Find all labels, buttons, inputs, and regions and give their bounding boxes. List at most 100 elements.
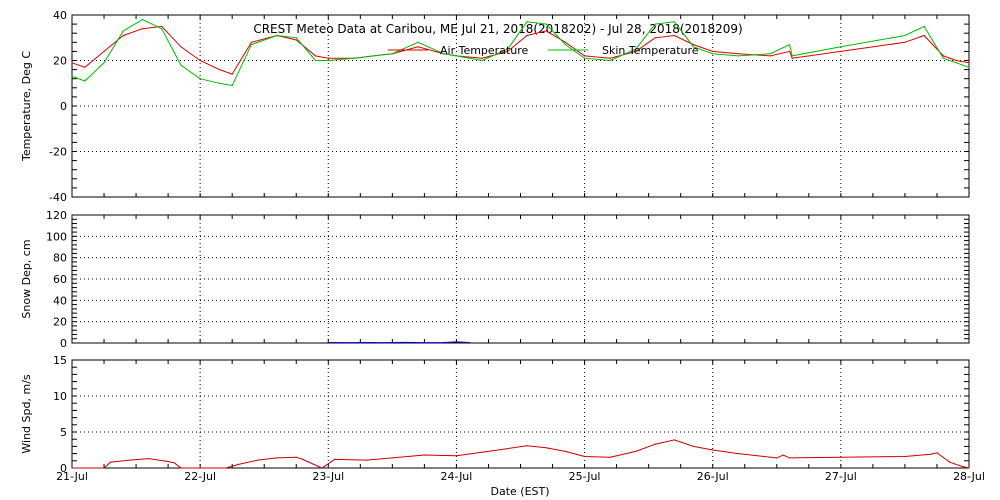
- temperature-data-point: [968, 66, 970, 68]
- snow-depth-y-tick-label: 20: [53, 316, 67, 329]
- temperature-data-point: [391, 53, 393, 55]
- wind-speed-data-point: [789, 457, 791, 459]
- temperature-grid: [71, 14, 970, 198]
- temperature-data-point: [526, 34, 528, 37]
- legend-label-air-temperature: Air Temperature: [440, 44, 529, 57]
- wind-speed-data-point: [173, 462, 176, 464]
- temperature-data-point: [455, 55, 458, 57]
- temperature-data-point: [417, 46, 419, 48]
- temperature-data-point: [71, 62, 73, 64]
- snow-depth-y-tick-label: 40: [53, 294, 67, 307]
- wind-speed-series: [71, 439, 970, 469]
- temperature-data-point: [231, 73, 233, 75]
- wind-speed-data-point: [481, 451, 483, 453]
- temperature-data-point: [295, 37, 297, 39]
- temperature-data-point: [904, 41, 906, 43]
- wind-speed-data-point: [225, 467, 227, 469]
- temperature-data-point: [673, 34, 675, 37]
- legend-label-skin-temperature: Skin Temperature: [602, 44, 699, 57]
- temperature-data-point: [673, 21, 675, 23]
- temperature-data-point: [84, 66, 86, 68]
- temperature-data-point: [353, 57, 355, 59]
- wind-speed-data-point: [148, 458, 150, 460]
- wind-speed-data-point: [129, 459, 131, 461]
- temperature-data-point: [942, 57, 944, 59]
- temperature-data-point: [712, 50, 714, 53]
- temperature-series: [71, 18, 970, 87]
- snow-depth-series-line-0: [328, 341, 470, 344]
- temperature-data-point: [199, 78, 201, 80]
- snow-depth-y-tick-label: 60: [53, 273, 67, 286]
- x-tick-label: 22-Jul: [184, 470, 216, 483]
- snow-depth-y-tick-label: 120: [46, 209, 67, 222]
- temperature-data-point: [692, 46, 695, 48]
- temperature-data-point: [545, 30, 547, 32]
- temperature-data-point: [161, 28, 163, 30]
- snow-depth-series: [327, 341, 470, 344]
- wind-speed-data-point: [936, 452, 938, 454]
- wind-speed-data-point: [526, 445, 528, 447]
- wind-speed-data-point: [257, 459, 259, 461]
- temperature-data-point: [84, 80, 86, 82]
- temperature-data-point: [791, 57, 793, 59]
- wind-speed-data-point: [302, 458, 304, 460]
- wind-speed-data-point: [949, 461, 951, 463]
- wind-speed-y-tick-label: 0: [60, 462, 67, 475]
- snow-depth-data-point: [327, 341, 329, 344]
- temperature-data-point: [276, 34, 278, 37]
- wind-speed-data-point: [366, 459, 368, 461]
- temperature-y-tick-label: 20: [53, 55, 67, 68]
- snow-depth-data-point: [346, 341, 349, 344]
- wind-speed-data-point: [583, 455, 586, 458]
- snow-depth-data-point: [366, 341, 368, 344]
- temperature-y-tick-label: -40: [49, 191, 67, 204]
- x-tick-label: 27-Jul: [825, 470, 857, 483]
- wind-speed-data-point: [968, 467, 970, 469]
- temperature-data-point: [789, 50, 791, 53]
- wind-speed-data-point: [103, 467, 105, 469]
- snow-depth-grid: [71, 214, 970, 344]
- temperature-data-point: [250, 43, 252, 46]
- wind-speed-data-point: [782, 454, 784, 456]
- wind-speed-data-point: [321, 467, 323, 469]
- wind-speed-data-point: [840, 456, 842, 458]
- temperature-data-point: [199, 59, 201, 62]
- wind-speed-panel: 15 10 5 0 Wind Spd, m/s: [20, 354, 970, 475]
- wind-speed-data-point: [167, 460, 169, 463]
- snow-depth-y-ticks: 120 100 80 60 40 20 0: [46, 209, 969, 350]
- snow-depth-y-tick-label: 80: [53, 252, 67, 265]
- temperature-data-point: [103, 62, 105, 64]
- wind-speed-y-tick-label: 5: [60, 426, 67, 439]
- temperature-data-point: [141, 18, 144, 21]
- temperature-data-point: [71, 75, 73, 78]
- temperature-y-tick-label: -20: [49, 146, 67, 159]
- snow-depth-data-point: [385, 341, 387, 344]
- temperature-series-line-1: [71, 19, 970, 87]
- temperature-data-point: [635, 48, 637, 50]
- temperature-y-ticks: 40 20 0 -20 -40: [49, 9, 969, 204]
- chart-title: CREST Meteo Data at Caribou, ME Jul 21, …: [253, 22, 742, 36]
- temperature-data-point: [654, 37, 656, 39]
- temperature-y-axis-label: Temperature, Deg C: [20, 51, 33, 162]
- temperature-data-point: [692, 43, 695, 46]
- temperature-data-point: [609, 59, 611, 62]
- wind-speed-data-point: [654, 443, 656, 445]
- x-tick-label: 23-Jul: [312, 470, 344, 483]
- snow-depth-panel: 120 100 80 60 40 20 0 Snow Dep, cm: [20, 209, 970, 350]
- wind-speed-data-point: [776, 457, 778, 459]
- temperature-data-point: [654, 23, 656, 25]
- temperature-data-point: [564, 43, 566, 46]
- x-tick-label: 24-Jul: [440, 470, 472, 483]
- temperature-data-point: [737, 55, 739, 57]
- wind-speed-y-axis-label: Wind Spd, m/s: [20, 374, 33, 454]
- temperature-data-point: [417, 41, 419, 43]
- temperature-data-point: [327, 59, 329, 62]
- wind-speed-data-point: [391, 457, 393, 459]
- temperature-data-point: [769, 53, 771, 55]
- wind-speed-data-point: [929, 453, 932, 455]
- snow-depth-data-point: [455, 341, 458, 343]
- wind-speed-data-point: [237, 463, 240, 465]
- temperature-data-point: [923, 34, 925, 37]
- temperature-data-point: [161, 25, 163, 27]
